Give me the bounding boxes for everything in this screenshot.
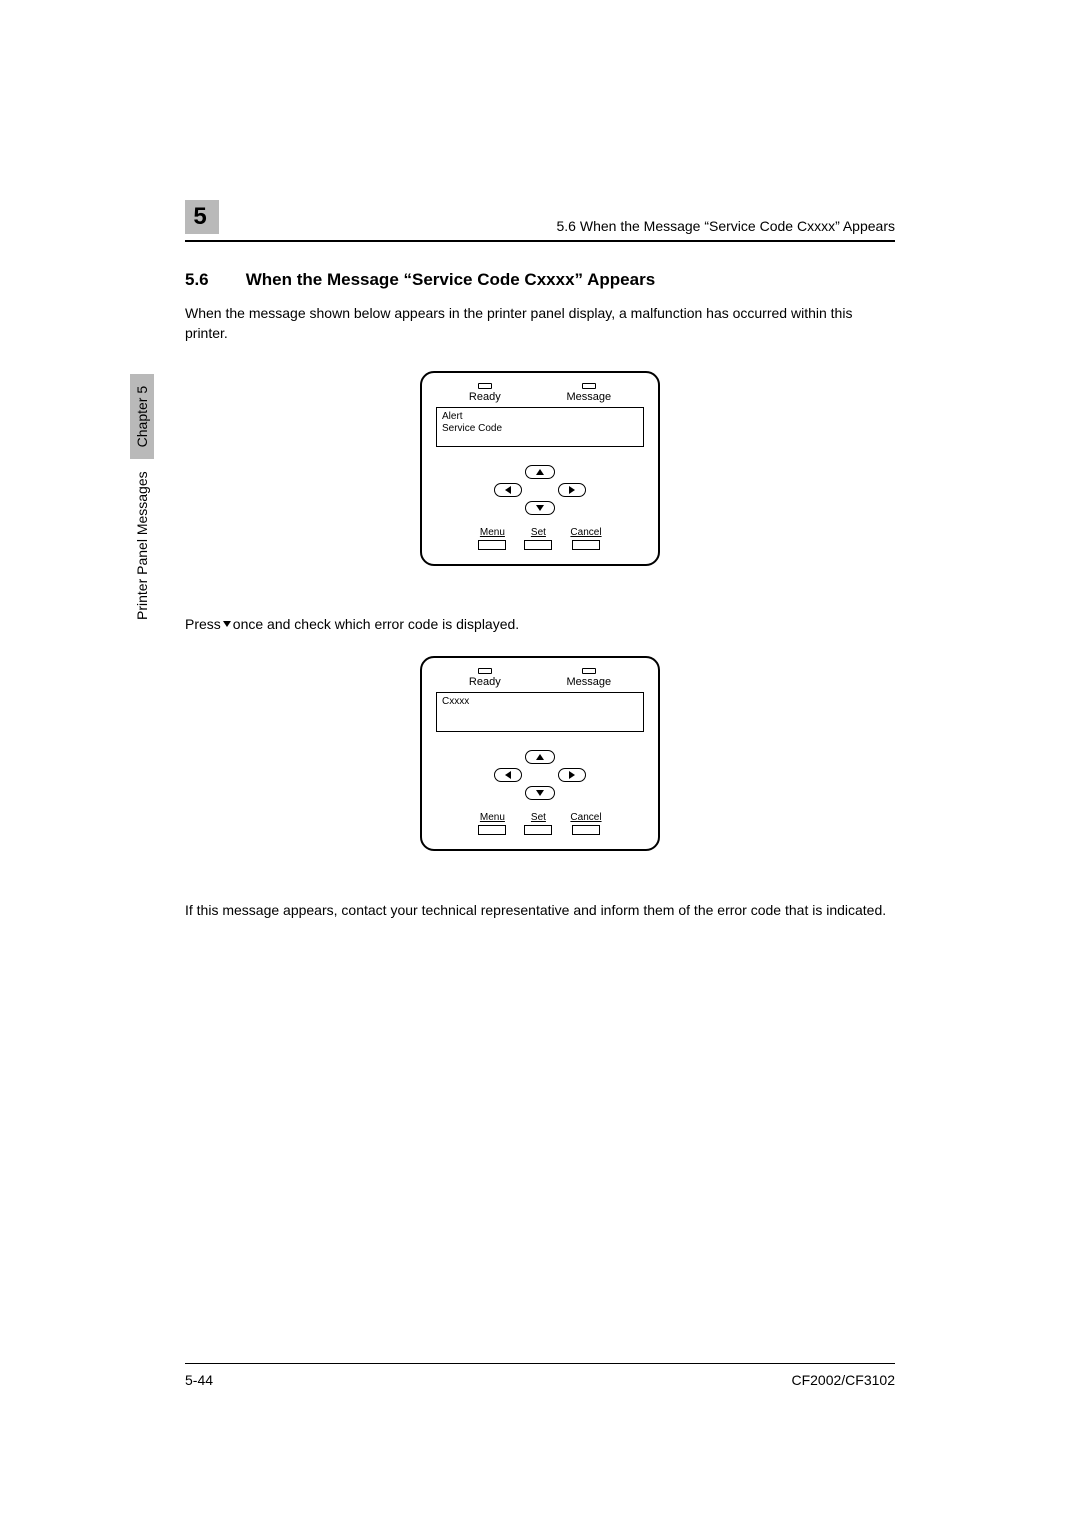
page: 5 5.6 When the Message “Service Code Cxx…	[0, 0, 1080, 1528]
ready-led: Ready	[469, 383, 501, 403]
up-arrow-icon	[536, 754, 544, 760]
right-button[interactable]	[558, 768, 586, 782]
set-button[interactable]	[524, 540, 552, 550]
set-label: Set	[531, 527, 546, 538]
menu-button[interactable]	[478, 540, 506, 550]
press-instruction: Press once and check which error code is…	[185, 616, 895, 632]
message-label: Message	[566, 676, 611, 688]
page-footer: 5-44 CF2002/CF3102	[185, 1363, 895, 1388]
section-number: 5.6	[185, 270, 241, 290]
header-title: 5.6 When the Message “Service Code Cxxxx…	[557, 218, 896, 234]
ready-led: Ready	[469, 668, 501, 688]
section-heading: 5.6 When the Message “Service Code Cxxxx…	[185, 270, 895, 290]
led-icon	[582, 668, 596, 674]
lcd-line-1: Cxxxx	[442, 696, 638, 708]
button-row: Menu Set Cancel	[436, 812, 644, 835]
panel-figure-2: Ready Message Cxxxx Menu	[185, 656, 895, 851]
cancel-button[interactable]	[572, 540, 600, 550]
cancel-button[interactable]	[572, 825, 600, 835]
left-button[interactable]	[494, 768, 522, 782]
down-arrow-icon	[536, 505, 544, 511]
menu-label: Menu	[480, 812, 505, 823]
message-led: Message	[566, 668, 611, 688]
menu-button-group: Menu	[478, 812, 506, 835]
set-button-group: Set	[524, 812, 552, 835]
chapter-number-box: 5	[185, 200, 219, 234]
side-tab: Printer Panel Messages Chapter 5	[130, 374, 154, 620]
cancel-button-group: Cancel	[570, 527, 601, 550]
chapter-indicator: 5	[185, 200, 225, 234]
dpad	[436, 750, 644, 800]
button-row: Menu Set Cancel	[436, 527, 644, 550]
right-arrow-icon	[569, 771, 575, 779]
message-label: Message	[566, 391, 611, 403]
intro-paragraph: When the message shown below appears in …	[185, 304, 895, 343]
down-button[interactable]	[525, 501, 555, 515]
cancel-button-group: Cancel	[570, 812, 601, 835]
cancel-label: Cancel	[570, 527, 601, 538]
lcd-line-1: Alert	[442, 411, 638, 423]
led-row: Ready Message	[436, 383, 644, 403]
menu-button-group: Menu	[478, 527, 506, 550]
right-button[interactable]	[558, 483, 586, 497]
up-arrow-icon	[536, 469, 544, 475]
lcd-display: Cxxxx	[436, 692, 644, 732]
printer-panel: Ready Message Alert Service Code	[420, 371, 660, 566]
chapter-number: 5	[193, 203, 206, 231]
side-tab-text: Printer Panel Messages	[134, 471, 150, 620]
cancel-label: Cancel	[570, 812, 601, 823]
up-button[interactable]	[525, 750, 555, 764]
ready-label: Ready	[469, 676, 501, 688]
ready-label: Ready	[469, 391, 501, 403]
down-arrow-icon	[536, 790, 544, 796]
left-arrow-icon	[505, 771, 511, 779]
left-button[interactable]	[494, 483, 522, 497]
lcd-display: Alert Service Code	[436, 407, 644, 447]
press-before: Press	[185, 616, 221, 632]
down-arrow-icon	[223, 621, 231, 627]
side-tab-chapter: Chapter 5	[130, 374, 154, 459]
running-header: 5 5.6 When the Message “Service Code Cxx…	[185, 200, 895, 242]
down-button[interactable]	[525, 786, 555, 800]
menu-label: Menu	[480, 527, 505, 538]
press-after: once and check which error code is displ…	[233, 616, 519, 632]
led-icon	[582, 383, 596, 389]
panel-figure-1: Ready Message Alert Service Code	[185, 371, 895, 566]
led-icon	[478, 383, 492, 389]
model-number: CF2002/CF3102	[791, 1372, 895, 1388]
dpad	[436, 465, 644, 515]
lcd-line-2: Service Code	[442, 423, 638, 435]
set-button[interactable]	[524, 825, 552, 835]
menu-button[interactable]	[478, 825, 506, 835]
message-led: Message	[566, 383, 611, 403]
printer-panel: Ready Message Cxxxx Menu	[420, 656, 660, 851]
led-icon	[478, 668, 492, 674]
section-title-text: When the Message “Service Code Cxxxx” Ap…	[246, 270, 655, 289]
set-button-group: Set	[524, 527, 552, 550]
left-arrow-icon	[505, 486, 511, 494]
right-arrow-icon	[569, 486, 575, 494]
page-number: 5-44	[185, 1372, 213, 1388]
dpad-middle-row	[494, 483, 586, 497]
set-label: Set	[531, 812, 546, 823]
led-row: Ready Message	[436, 668, 644, 688]
dpad-middle-row	[494, 768, 586, 782]
closing-paragraph: If this message appears, contact your te…	[185, 901, 895, 921]
up-button[interactable]	[525, 465, 555, 479]
